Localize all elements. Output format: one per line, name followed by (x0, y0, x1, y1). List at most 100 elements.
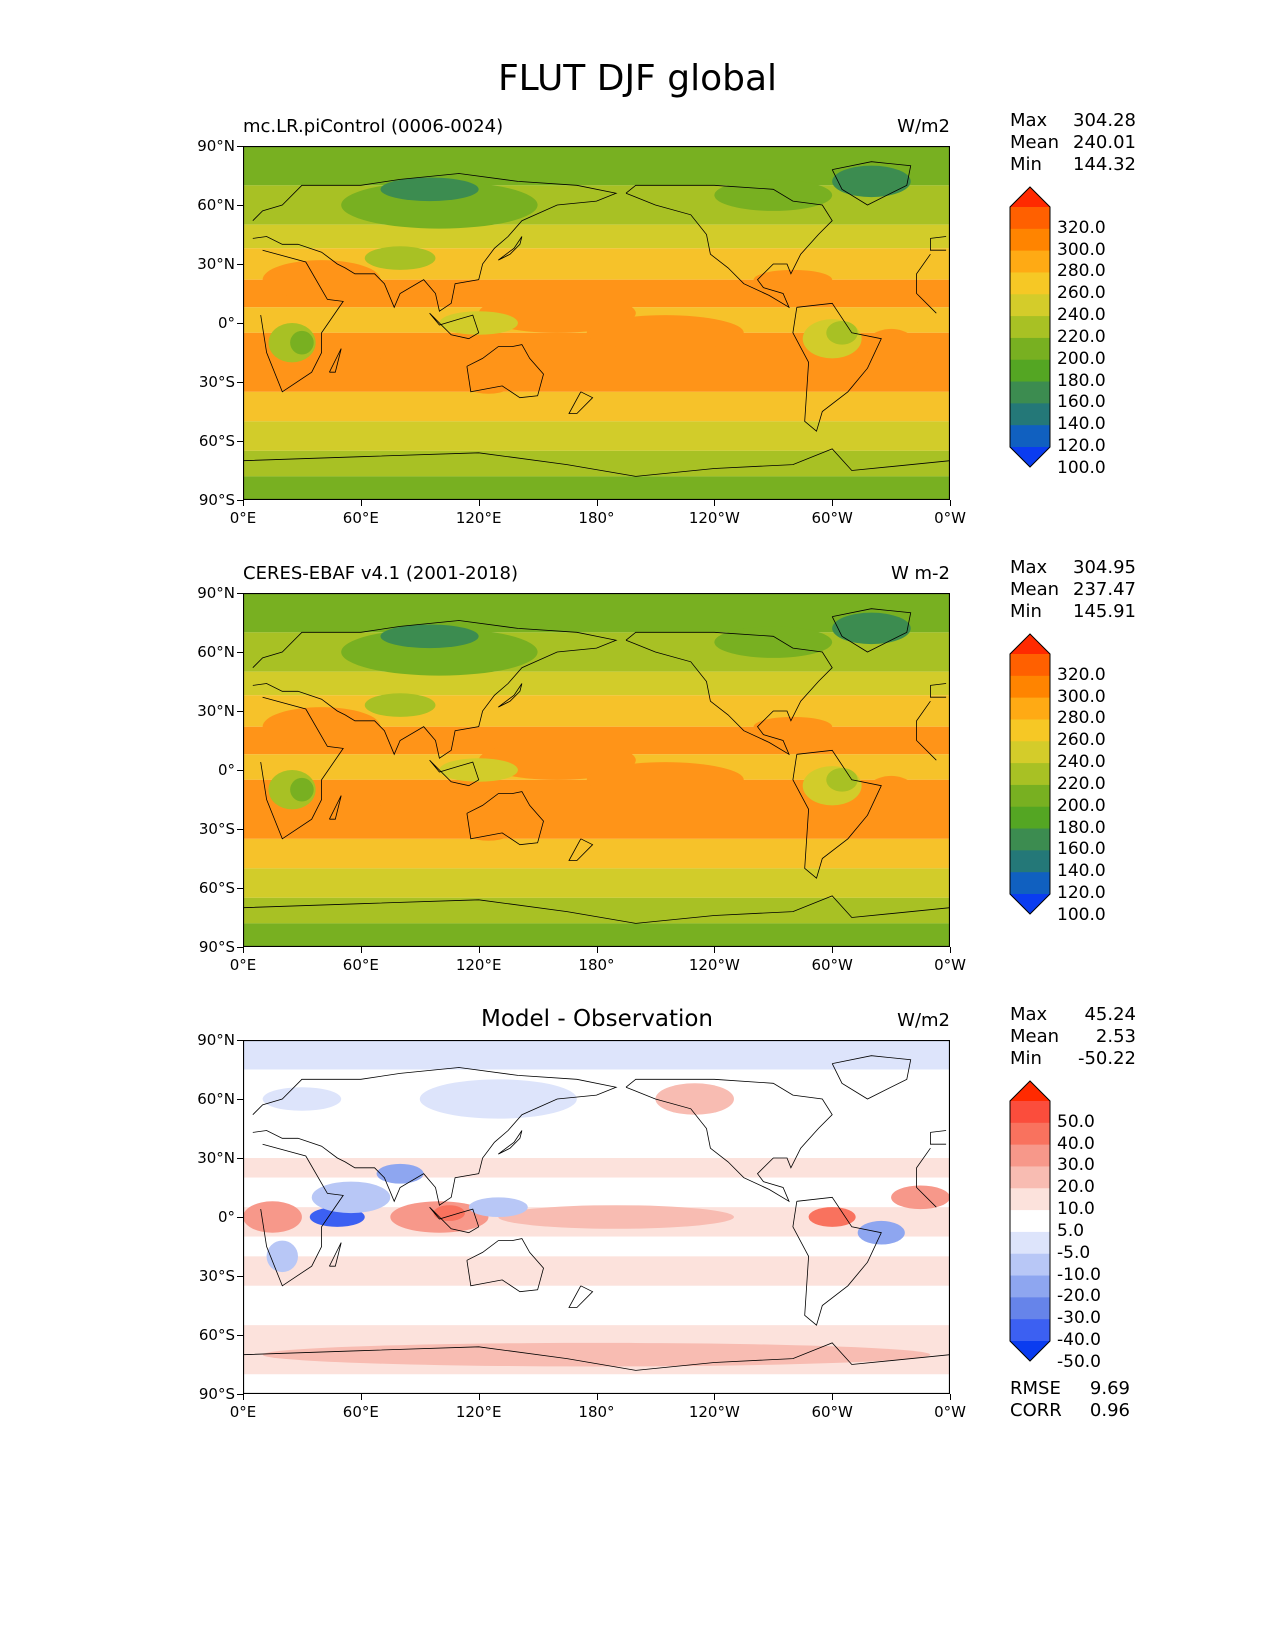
field-blob (832, 612, 911, 645)
field-blob (266, 1240, 298, 1273)
x-tick-mark (714, 1394, 716, 1400)
coastline (252, 173, 947, 312)
colorbar-segment (1010, 1166, 1050, 1189)
field-band (243, 391, 950, 422)
y-tick-label: 90°S (198, 1385, 235, 1403)
coastline (625, 1078, 833, 1203)
x-tick-mark (243, 500, 244, 506)
x-tick-label: 180° (578, 1403, 615, 1421)
colorbar-segment (1010, 784, 1050, 808)
coastline (243, 448, 950, 477)
colorbar-outline (1009, 1080, 1051, 1362)
colorbar-segment (1010, 337, 1050, 361)
colorbar-label: -5.0 (1057, 1242, 1091, 1263)
coastline (260, 1143, 937, 1287)
colorbar-segment (1010, 1275, 1050, 1298)
colorbar-label: 40.0 (1057, 1133, 1095, 1154)
y-tick-label: 60°N (197, 1090, 235, 1108)
y-tick-label: 90°S (198, 491, 235, 509)
x-tick-mark (478, 500, 480, 506)
stat-label: Max (1010, 557, 1048, 578)
colorbar-label: 50.0 (1057, 1111, 1095, 1132)
colorbar-label: 10.0 (1057, 1199, 1095, 1220)
coastline (792, 302, 882, 432)
field-blob (380, 624, 479, 649)
stat-row: Min 144.32 (1010, 154, 1136, 176)
coastline (429, 1206, 480, 1234)
y-tick-label: 60°N (197, 196, 235, 214)
colorbar-label: 120.0 (1057, 883, 1106, 903)
x-tick-mark (360, 500, 362, 506)
y-tick-mark (237, 1394, 243, 1395)
coastline (329, 795, 342, 820)
y-tick-label: 0° (217, 761, 235, 779)
colorbar-segment (1010, 1253, 1050, 1277)
y-tick-label: 60°S (198, 879, 235, 897)
field-blob (861, 328, 921, 377)
x-tick-label: 0°E (229, 956, 257, 974)
y-tick-mark (237, 1217, 243, 1218)
coastline (498, 1130, 523, 1155)
y-tick-mark (237, 1276, 243, 1277)
field-blob (364, 693, 436, 717)
figure-title: FLUT DJF global (497, 58, 778, 99)
x-tick-mark (360, 947, 362, 953)
field-band (243, 923, 950, 947)
x-tick-mark (950, 500, 951, 506)
field-band (243, 868, 950, 898)
y-tick-label: 30°N (197, 255, 235, 273)
stat-label: Mean (1010, 132, 1060, 153)
field-blob (262, 707, 381, 747)
colorbar-label: -50.0 (1057, 1351, 1101, 1372)
map-plot (243, 593, 950, 947)
stat-label: Max (1010, 110, 1048, 131)
colorbar-segment (1010, 697, 1050, 720)
field-band (243, 1236, 950, 1257)
coastline (329, 1242, 342, 1267)
colorbar-segment (1010, 741, 1050, 764)
field-blob (714, 179, 833, 211)
colorbar-segment (1010, 675, 1050, 699)
field-blob (364, 246, 436, 270)
stat-label: Max (1010, 1004, 1048, 1025)
x-tick-mark (596, 1394, 598, 1400)
x-tick-label: 60°W (811, 509, 853, 527)
metric-row: RMSE 9.69 (1010, 1378, 1130, 1400)
metric-label: RMSE (1010, 1378, 1061, 1399)
field-blob (376, 1163, 424, 1184)
coastline (252, 620, 947, 759)
coastline (260, 249, 937, 393)
coastline (260, 696, 937, 840)
field-blob (891, 1185, 950, 1210)
colorbar-label: 140.0 (1057, 414, 1106, 435)
colorbar-label: 120.0 (1057, 436, 1106, 456)
field-blob (419, 1079, 577, 1119)
colorbar-label: 300.0 (1057, 239, 1106, 260)
field-blob (243, 1201, 302, 1233)
y-tick-mark (237, 146, 243, 147)
x-tick-label: 0°E (229, 1403, 257, 1421)
field-blob (380, 342, 499, 375)
colorbar-label: 100.0 (1057, 904, 1106, 925)
field-band (243, 593, 950, 633)
y-tick-mark (237, 441, 243, 442)
field-blob (459, 809, 518, 841)
field-band (243, 476, 950, 500)
colorbar-segment (1010, 1122, 1050, 1146)
stat-value: 304.95 (1073, 557, 1136, 578)
y-tick-label: 30°N (197, 1149, 235, 1167)
field-blob (468, 1197, 528, 1217)
colorbar-label: 280.0 (1057, 261, 1106, 282)
colorbar-label: 160.0 (1057, 839, 1106, 860)
colorbar-extend-max (1010, 1081, 1050, 1101)
x-tick-mark (596, 500, 598, 506)
colorbar-segment (1010, 1319, 1050, 1342)
y-tick-label: 30°S (198, 373, 235, 391)
map-frame (243, 593, 950, 947)
field-blob (290, 330, 314, 355)
colorbar-label: 260.0 (1057, 283, 1106, 304)
x-tick-mark (832, 947, 834, 953)
x-tick-label: 120°W (688, 509, 740, 527)
colorbar-segment (1010, 316, 1050, 339)
stat-value: 145.91 (1073, 601, 1136, 622)
